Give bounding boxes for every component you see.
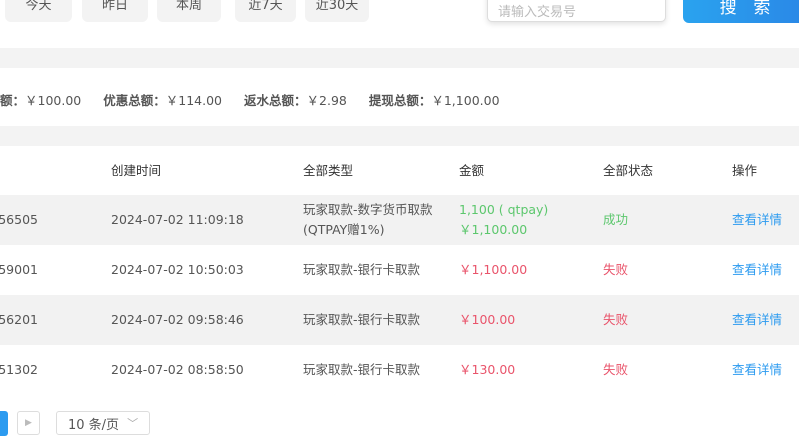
summary-value: ￥100.00 (25, 93, 82, 108)
table-row: 156505 2024-07-02 11:09:18 玩家取款-数字货币取款 (Q… (0, 195, 799, 245)
created-time: 2024-07-02 08:58:50 (111, 362, 244, 377)
table-row: 156201 2024-07-02 09:58:46 玩家取款-银行卡取款 ￥10… (0, 295, 799, 345)
type: 玩家取款-银行卡取款 (303, 362, 421, 377)
created-time: 2024-07-02 11:09:18 (111, 212, 244, 227)
transaction-search-input[interactable] (487, 0, 666, 22)
summary-value: ￥2.98 (306, 93, 347, 108)
transaction-id: 156201 (0, 312, 38, 327)
transaction-id: 159001 (0, 262, 38, 277)
view-details-link[interactable]: 查看详情 (732, 312, 783, 327)
amount: ￥1,100.00 (459, 222, 528, 237)
header-type-filter[interactable]: 全部类型 (303, 163, 354, 178)
table-row: 151302 2024-07-02 08:58:50 玩家取款-银行卡取款 ￥13… (0, 345, 799, 395)
amount: ￥130.00 (459, 362, 516, 377)
status-badge: 失败 (603, 262, 629, 277)
type: 玩家取款-银行卡取款 (303, 262, 421, 277)
summary-label: 额： (0, 93, 26, 108)
type: 玩家取款-银行卡取款 (303, 312, 421, 327)
created-time: 2024-07-02 09:58:46 (111, 312, 244, 327)
pagination-current-page[interactable] (0, 411, 8, 436)
created-time: 2024-07-02 10:50:03 (111, 262, 244, 277)
table-header: 创建时间 全部类型 金额 全部状态 操作 (0, 146, 799, 196)
pagination-next-button[interactable]: ▶ (17, 411, 40, 435)
status-badge: 失败 (603, 312, 629, 327)
search-button[interactable]: 搜 索 (683, 0, 799, 23)
amount: ￥1,100.00 (459, 262, 528, 277)
filter-yesterday-button[interactable]: 昨日 (82, 0, 148, 22)
divider-band (0, 126, 799, 146)
status-badge: 成功 (603, 212, 629, 227)
page-size-value: 10 条/页 (68, 417, 120, 433)
filter-7days-button[interactable]: 近7天 (235, 0, 296, 22)
amount-note: 1,100 ( qtpay) (459, 202, 549, 217)
summary-value: ￥1,100.00 (431, 93, 500, 108)
page-size-select[interactable]: 10 条/页 ﹀ (56, 411, 150, 435)
header-created-time[interactable]: 创建时间 (111, 163, 162, 178)
summary-value: ￥114.00 (165, 93, 223, 108)
divider-band (0, 48, 799, 68)
amount: ￥100.00 (459, 312, 516, 327)
transaction-id: 151302 (0, 362, 38, 377)
type-note: (QTPAY赠1%) (303, 222, 385, 237)
filter-today-button[interactable]: 今天 (5, 0, 72, 22)
header-action: 操作 (732, 163, 758, 178)
chevron-down-icon: ﹀ (127, 417, 139, 430)
table-row: 159001 2024-07-02 10:50:03 玩家取款-银行卡取款 ￥1,… (0, 245, 799, 295)
type: 玩家取款-数字货币取款 (303, 202, 433, 217)
summary-bar: 额：￥100.00 优惠总额：￥114.00 返水总额：￥2.98 提现总额：￥… (0, 90, 518, 109)
filter-this-week-button[interactable]: 本周 (157, 0, 221, 22)
view-details-link[interactable]: 查看详情 (732, 212, 783, 227)
view-details-link[interactable]: 查看详情 (732, 262, 783, 277)
summary-label: 优惠总额： (103, 93, 166, 108)
header-amount: 金额 (459, 163, 485, 178)
summary-label: 提现总额： (368, 93, 432, 108)
filter-30days-button[interactable]: 近30天 (305, 0, 369, 22)
triangle-right-icon: ▶ (25, 418, 32, 428)
status-badge: 失败 (603, 362, 629, 377)
summary-label: 返水总额： (244, 93, 307, 108)
header-status-filter[interactable]: 全部状态 (603, 163, 654, 178)
view-details-link[interactable]: 查看详情 (732, 362, 783, 377)
transaction-id: 156505 (0, 212, 38, 227)
